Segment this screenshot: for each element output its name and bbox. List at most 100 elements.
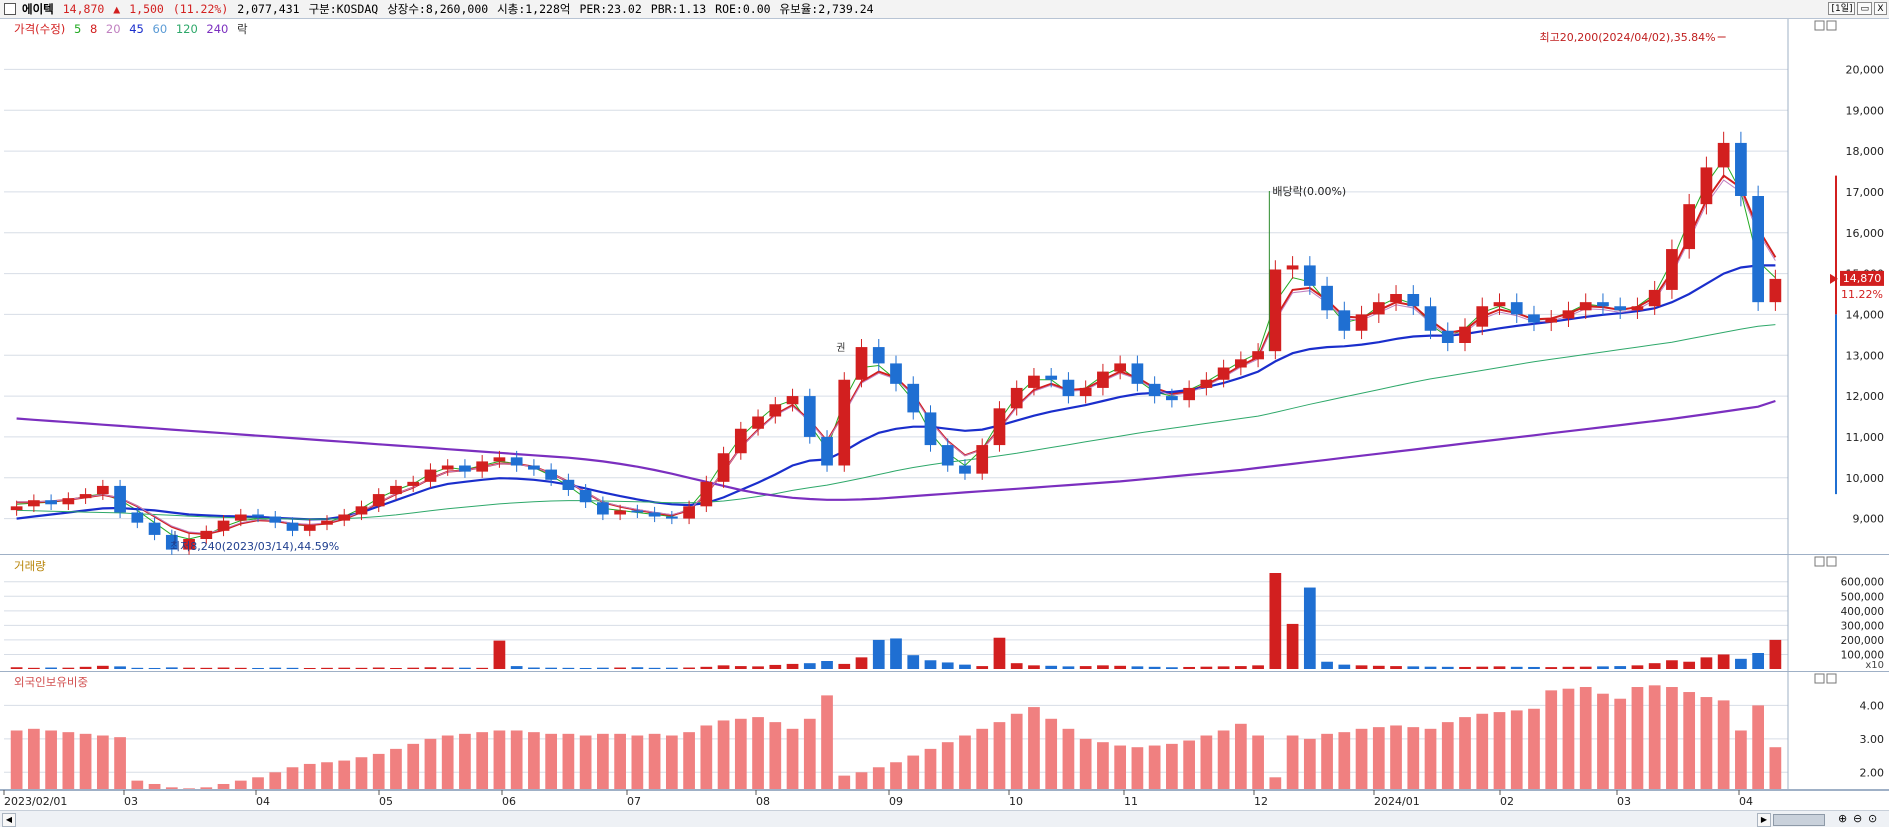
- foreign-bar: [1493, 712, 1506, 789]
- price-axis-tick: 18,000: [1846, 145, 1885, 158]
- volume-axis-tick: 600,000: [1841, 577, 1884, 589]
- candle-body: [1700, 167, 1713, 205]
- legend-ma60[interactable]: 60: [152, 22, 168, 36]
- foreign-bar: [1028, 707, 1040, 789]
- volume-bar: [752, 666, 764, 669]
- volume-legend[interactable]: 거래량: [14, 559, 46, 573]
- candle-body: [10, 506, 23, 511]
- scroll-right-icon[interactable]: ▶: [1757, 813, 1771, 827]
- foreign-chart[interactable]: 4.00 3.00 2.00: [0, 672, 1889, 790]
- volume-bar: [1717, 654, 1730, 669]
- volume-bar: [62, 667, 75, 669]
- volume-bar: [993, 637, 1006, 669]
- volume-axis-tick: 400,000: [1841, 606, 1884, 618]
- foreign-bar: [1700, 697, 1713, 789]
- volume-bar: [355, 667, 368, 669]
- foreign-bar: [1234, 723, 1247, 789]
- candle-body: [941, 445, 954, 466]
- candle-body: [96, 485, 109, 495]
- foreign-bar: [79, 733, 92, 789]
- volume-bar: [1648, 663, 1661, 669]
- candle-body: [890, 363, 902, 384]
- panel-minimize-icon: [1814, 673, 1825, 684]
- volume-bar: [941, 662, 954, 669]
- volume-axis-tick: 500,000: [1841, 591, 1884, 603]
- close-icon[interactable]: X: [1874, 2, 1887, 15]
- volume-bar: [597, 667, 609, 669]
- per-value: PER:23.02: [579, 2, 642, 16]
- foreign-bar: [183, 788, 195, 789]
- volume-bar: [96, 665, 109, 669]
- volume-panel[interactable]: 600,000 500,000 400,000 300,000 200,000 100,0…: [0, 555, 1889, 672]
- candle-body: [786, 396, 799, 405]
- volume-bar: [1597, 666, 1609, 669]
- legend-ma5[interactable]: 5: [73, 22, 82, 36]
- foreign-bar: [1252, 735, 1264, 789]
- horizontal-scrollbar[interactable]: ◀ ▶ ⊕ ⊖ ⊙: [0, 810, 1889, 827]
- volume-bar: [803, 663, 816, 669]
- x-axis-label: 07: [627, 795, 641, 808]
- stock-name[interactable]: 에이텍: [22, 2, 54, 16]
- volume-bar: [1476, 666, 1489, 669]
- volume-bar: [1545, 667, 1558, 669]
- foreign-bar: [683, 732, 695, 789]
- foreign-legend[interactable]: 외국인보유비중: [14, 675, 89, 689]
- legend-ma20[interactable]: 20: [105, 22, 121, 36]
- candle-body: [252, 514, 264, 517]
- legend-ma8[interactable]: 8: [89, 22, 98, 36]
- volume-bar: [545, 667, 558, 669]
- candle-body: [372, 494, 385, 507]
- foreign-bar: [1321, 733, 1333, 789]
- zoom-out-icon[interactable]: ⊖: [1853, 812, 1863, 825]
- period-button[interactable]: [1일]: [1828, 2, 1856, 15]
- candle-body: [752, 416, 764, 429]
- zoom-in-icon[interactable]: ⊕: [1838, 812, 1848, 825]
- price-axis-tick: 14,000: [1846, 308, 1885, 321]
- legend-ma240[interactable]: 240: [206, 22, 229, 36]
- foreign-bar: [528, 732, 540, 789]
- scroll-left-icon[interactable]: ◀: [2, 813, 16, 827]
- scroll-thumb[interactable]: [1773, 814, 1825, 826]
- foreign-bar: [407, 743, 420, 789]
- foreign-panel[interactable]: 4.00 3.00 2.00 외국인보유비중: [0, 672, 1889, 790]
- candle-body: [1355, 314, 1368, 331]
- candle-body: [1097, 371, 1109, 388]
- volume-bar: [1441, 666, 1454, 669]
- foreign-bar: [976, 728, 989, 789]
- zoom-reset-icon[interactable]: ⊙: [1868, 812, 1878, 825]
- candle-body: [1666, 249, 1678, 290]
- volume-bar: [1666, 660, 1678, 669]
- foreign-bar: [545, 733, 558, 789]
- candle-body: [1148, 383, 1161, 397]
- volume-bar: [303, 667, 316, 669]
- foreign-bar: [648, 733, 661, 789]
- legend-ma45[interactable]: 45: [129, 22, 144, 36]
- candle-body: [1303, 265, 1316, 286]
- foreign-bar: [1545, 690, 1558, 789]
- candle-body: [562, 479, 575, 490]
- volume-bar: [1528, 666, 1540, 669]
- select-checkbox[interactable]: [4, 3, 16, 15]
- candle-body: [1114, 363, 1127, 372]
- foreign-bar: [1372, 727, 1385, 789]
- panel-close-icon: [1826, 556, 1837, 567]
- volume-bar: [372, 667, 385, 669]
- x-axis-label: 2024/01: [1374, 795, 1420, 808]
- x-axis-label: 09: [889, 795, 903, 808]
- legend-ma120[interactable]: 120: [175, 22, 198, 36]
- foreign-bar: [28, 728, 40, 789]
- price-chart[interactable]: 20,00019,00018,00017,00016,00015,00014,0…: [0, 19, 1889, 555]
- market-cap: 시총:1,228억: [497, 2, 571, 16]
- legend-extra[interactable]: 락: [237, 22, 248, 36]
- volume-chart[interactable]: 600,000 500,000 400,000 300,000 200,000 100,0…: [0, 555, 1889, 672]
- foreign-bar: [1562, 688, 1575, 789]
- up-arrow-icon: ▲: [113, 2, 121, 16]
- minimize-icon[interactable]: ▭: [1857, 2, 1872, 15]
- foreign-bar: [96, 735, 109, 789]
- candle-body: [424, 469, 437, 482]
- volume-bar: [1183, 666, 1195, 669]
- foreign-bar: [1424, 728, 1437, 789]
- price-panel[interactable]: 20,00019,00018,00017,00016,00015,00014,0…: [0, 19, 1889, 555]
- candle-body: [234, 514, 247, 521]
- legend-main[interactable]: 가격(수정): [14, 22, 66, 36]
